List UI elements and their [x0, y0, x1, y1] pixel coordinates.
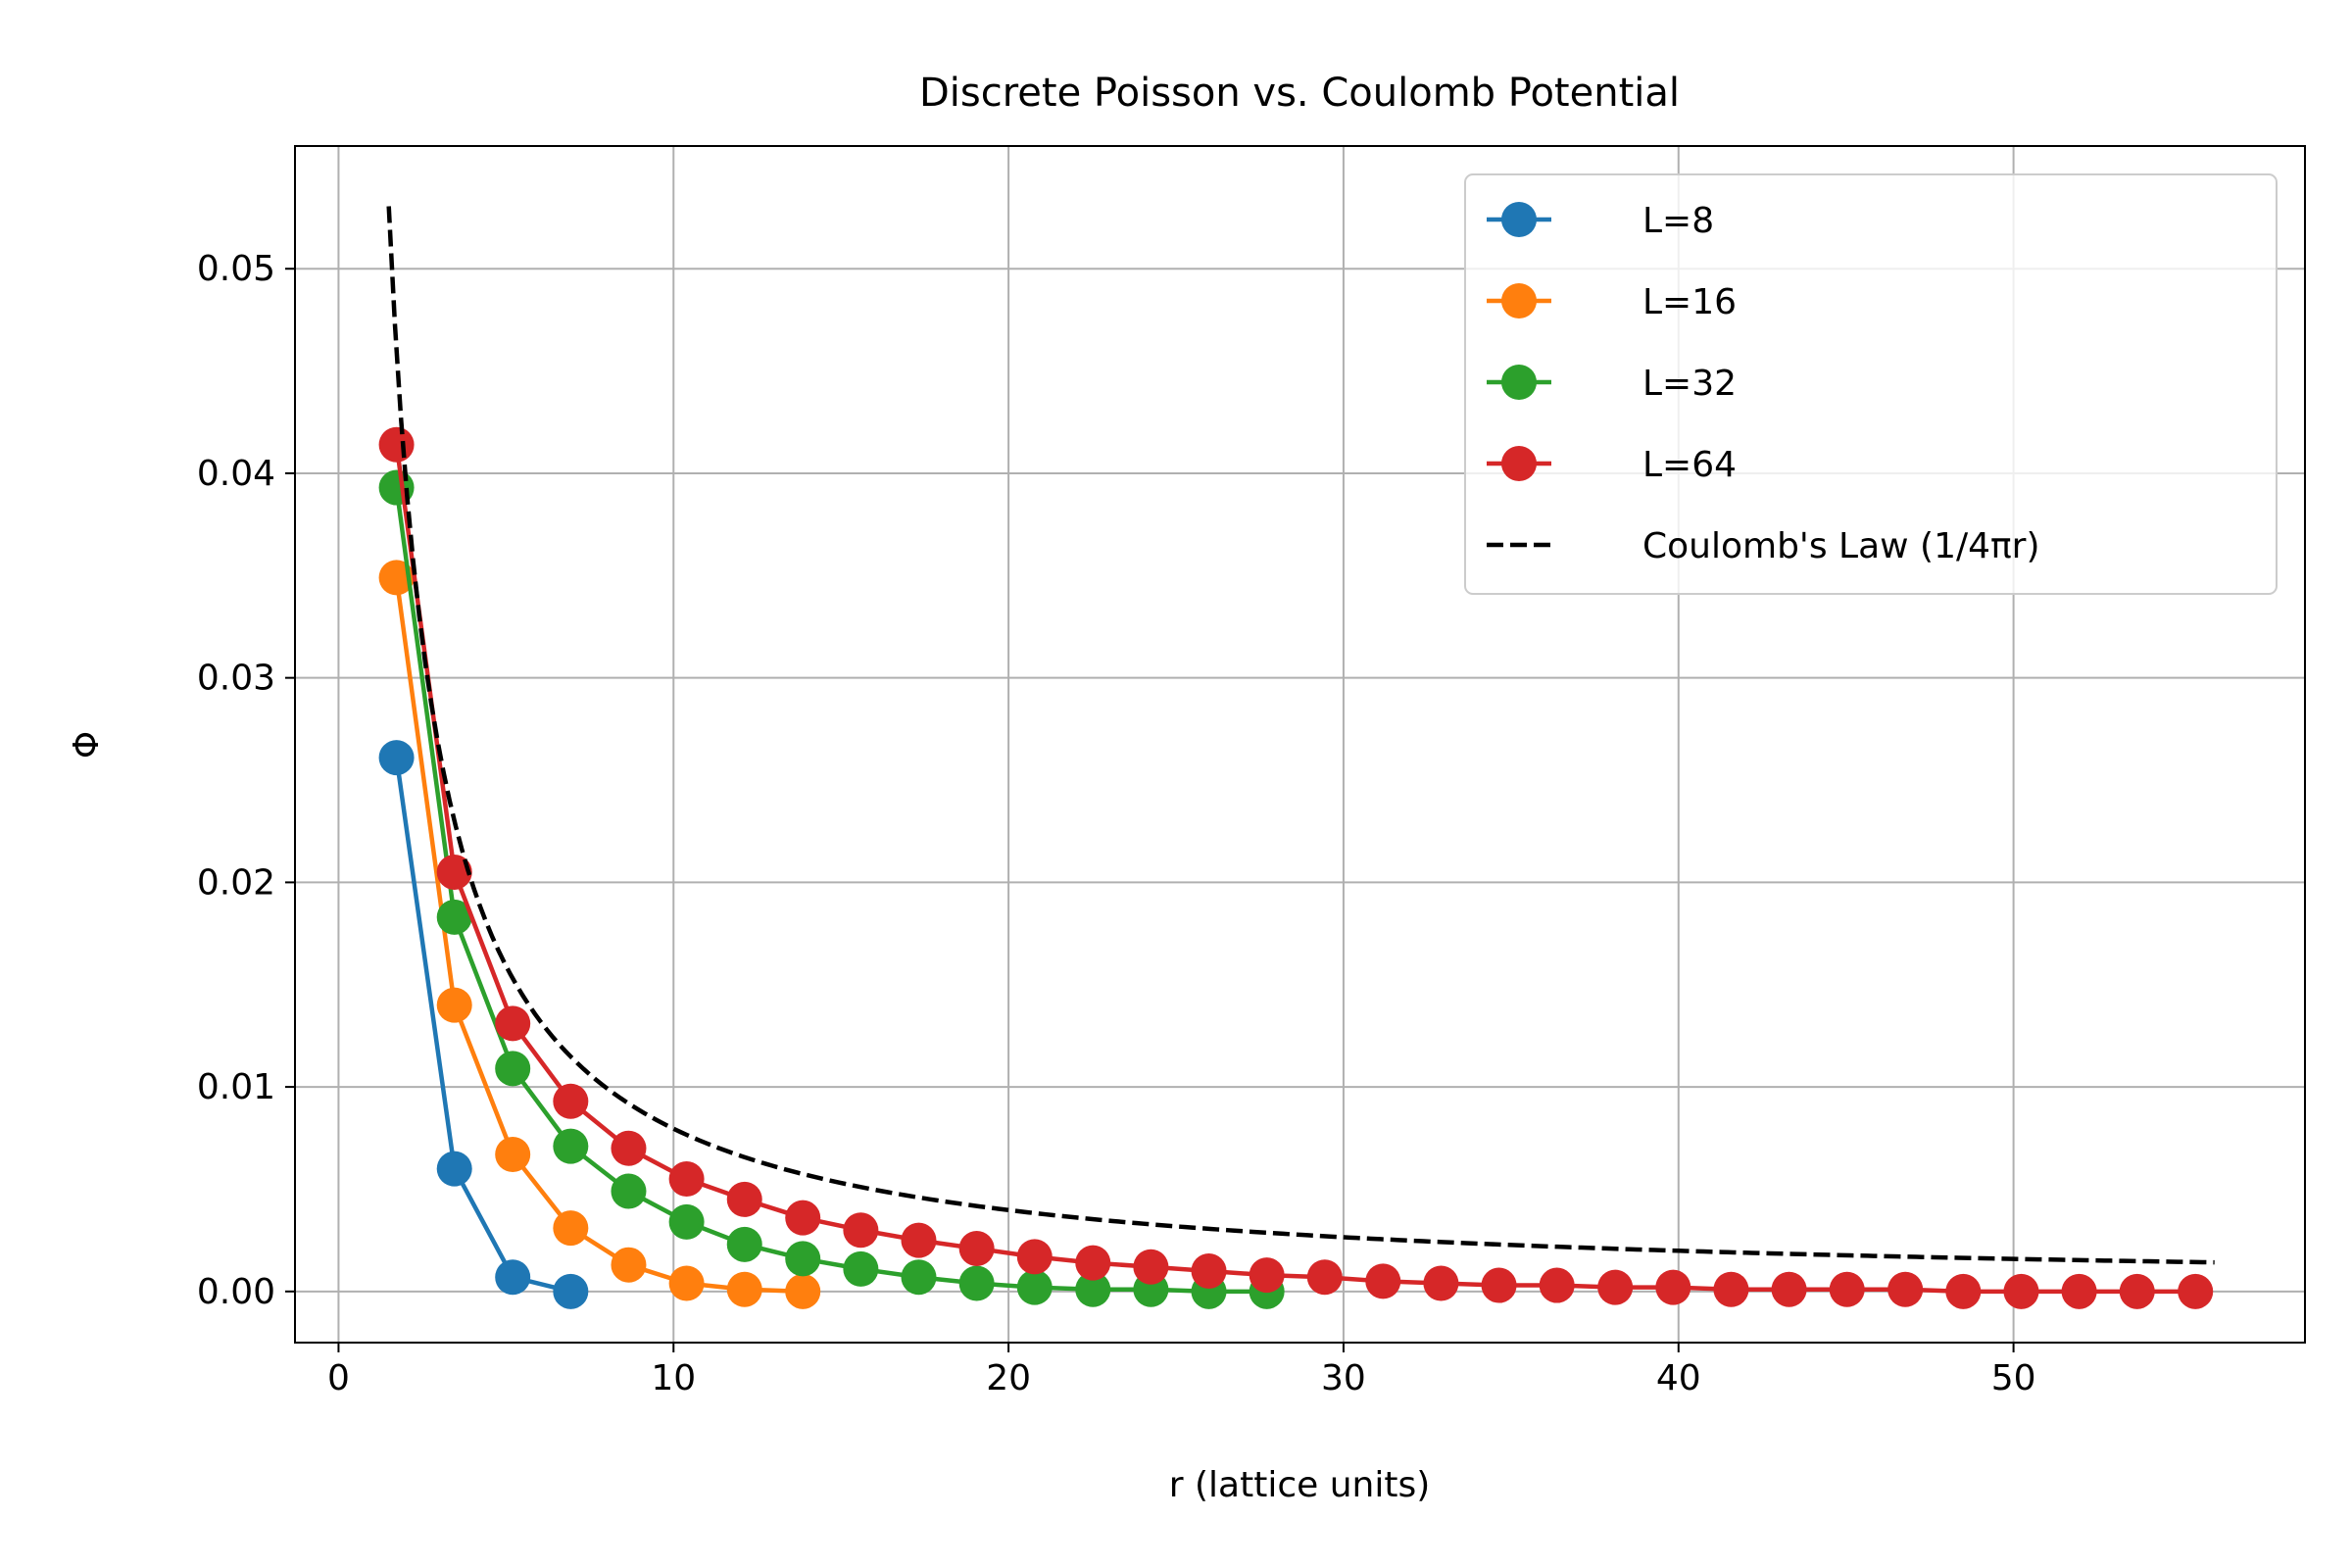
series-line-l-32 [394, 487, 1267, 1295]
data-point-l-32 [901, 1259, 937, 1296]
data-point-l-64 [958, 1230, 995, 1266]
data-point-l-64 [2003, 1273, 2039, 1309]
data-point-l-32 [553, 1128, 589, 1164]
series-l-16 [378, 560, 821, 1309]
data-point-l-32 [611, 1173, 647, 1209]
data-point-l-16 [611, 1247, 647, 1283]
legend-item-l-16: L=16 [1487, 282, 1737, 322]
legend-label-l-8: L=8 [1642, 201, 1714, 241]
data-point-l-64 [1481, 1267, 1517, 1303]
legend-marker-l-8 [1501, 202, 1537, 237]
data-point-l-64 [1597, 1269, 1634, 1305]
data-point-l-64 [1655, 1269, 1691, 1305]
legend-frame [1464, 173, 2278, 595]
data-point-l-64 [1945, 1273, 1982, 1309]
data-point-l-16 [785, 1273, 821, 1309]
series-l-8 [378, 740, 589, 1309]
data-point-l-32 [436, 899, 472, 935]
data-point-l-64 [1306, 1259, 1343, 1296]
y-tick-label: 0.03 [197, 659, 275, 699]
data-point-l-16 [436, 987, 472, 1023]
data-point-l-64 [726, 1181, 762, 1217]
data-point-l-64 [1713, 1271, 1749, 1307]
data-point-l-16 [726, 1271, 762, 1307]
x-tick-label: 10 [651, 1358, 696, 1398]
data-point-l-64 [785, 1200, 821, 1236]
series-line-coulomb-s-law-1-4-r [386, 206, 2215, 1265]
y-tick-label: 0.05 [197, 249, 275, 289]
data-point-l-64 [611, 1130, 647, 1166]
y-tick-label: 0.01 [197, 1067, 275, 1107]
data-point-l-64 [553, 1083, 589, 1119]
data-point-l-32 [668, 1203, 705, 1240]
data-point-l-32 [495, 1051, 531, 1087]
data-point-l-64 [495, 1005, 531, 1042]
legend-marker-l-16 [1501, 283, 1537, 318]
series-layer [378, 206, 2215, 1309]
y-tick-label: 0.00 [197, 1272, 275, 1312]
legend-items: L=8 L=16 L=32 L=64 Coulomb's Law (1/4πr) [1487, 201, 2040, 566]
data-point-l-8 [378, 740, 415, 776]
x-tick-label: 30 [1321, 1358, 1366, 1398]
data-point-l-64 [1191, 1252, 1227, 1289]
legend: L=8 L=16 L=32 L=64 Coulomb's Law (1/4πr) [1464, 173, 2278, 595]
chart-title: Discrete Poisson vs. Coulomb Potential [919, 71, 1680, 116]
data-point-l-32 [1075, 1271, 1111, 1307]
legend-item-l-64: L=64 [1487, 445, 1737, 485]
series-line-l-8 [394, 757, 571, 1295]
legend-label-coulomb-s-law-1-4-r: Coulomb's Law (1/4πr) [1642, 526, 2040, 566]
series-l-32 [378, 469, 1285, 1309]
data-point-l-8 [436, 1151, 472, 1187]
y-tick-label: 0.04 [197, 454, 275, 494]
legend-label-l-64: L=64 [1642, 445, 1737, 485]
data-point-l-32 [958, 1265, 995, 1301]
data-point-l-64 [843, 1212, 879, 1249]
data-point-l-64 [1249, 1257, 1285, 1294]
legend-item-coulomb-s-law-1-4-r: Coulomb's Law (1/4πr) [1487, 526, 2040, 566]
legend-item-l-32: L=32 [1487, 364, 1737, 404]
data-point-l-64 [1887, 1271, 1924, 1307]
data-point-l-64 [1016, 1239, 1053, 1275]
data-point-l-64 [901, 1222, 937, 1258]
data-point-l-64 [2119, 1273, 2155, 1309]
data-point-l-64 [1133, 1249, 1169, 1285]
data-point-l-16 [495, 1136, 531, 1172]
series-coulomb-s-law-1-4-r [386, 206, 2215, 1265]
legend-marker-l-32 [1501, 365, 1537, 400]
data-point-l-64 [378, 426, 415, 463]
data-point-l-64 [1423, 1265, 1459, 1301]
plot-frame [294, 145, 2306, 1344]
data-point-l-16 [553, 1210, 589, 1247]
data-point-l-64 [2061, 1273, 2097, 1309]
x-tick-label: 40 [1656, 1358, 1701, 1398]
y-axis-label: Φ [67, 731, 107, 759]
data-point-l-32 [1016, 1269, 1053, 1305]
y-axis: 0.00 0.01 0.02 0.03 0.04 0.05 [197, 249, 295, 1312]
data-point-l-32 [843, 1250, 879, 1287]
legend-label-l-16: L=16 [1642, 282, 1737, 322]
data-point-l-64 [1771, 1271, 1807, 1307]
data-point-l-64 [1075, 1245, 1111, 1281]
legend-item-l-8: L=8 [1487, 201, 1714, 241]
data-point-l-16 [668, 1265, 705, 1301]
x-tick-label: 20 [986, 1358, 1031, 1398]
data-point-l-64 [1539, 1267, 1575, 1303]
y-tick-label: 0.02 [197, 862, 275, 903]
x-axis: 0 10 20 30 40 50 [327, 1343, 2036, 1398]
data-point-l-32 [785, 1241, 821, 1277]
legend-label-l-32: L=32 [1642, 364, 1737, 404]
data-point-l-64 [1829, 1271, 1865, 1307]
data-point-l-8 [495, 1259, 531, 1296]
data-point-l-64 [2178, 1273, 2214, 1309]
data-point-l-64 [1365, 1263, 1401, 1299]
x-tick-label: 50 [1991, 1358, 2036, 1398]
x-tick-label: 0 [327, 1358, 350, 1398]
data-point-l-8 [553, 1273, 589, 1309]
data-point-l-64 [668, 1161, 705, 1198]
data-point-l-32 [726, 1226, 762, 1262]
data-point-l-64 [436, 854, 472, 890]
legend-marker-l-64 [1501, 446, 1537, 481]
x-axis-label: r (lattice units) [1169, 1465, 1431, 1505]
